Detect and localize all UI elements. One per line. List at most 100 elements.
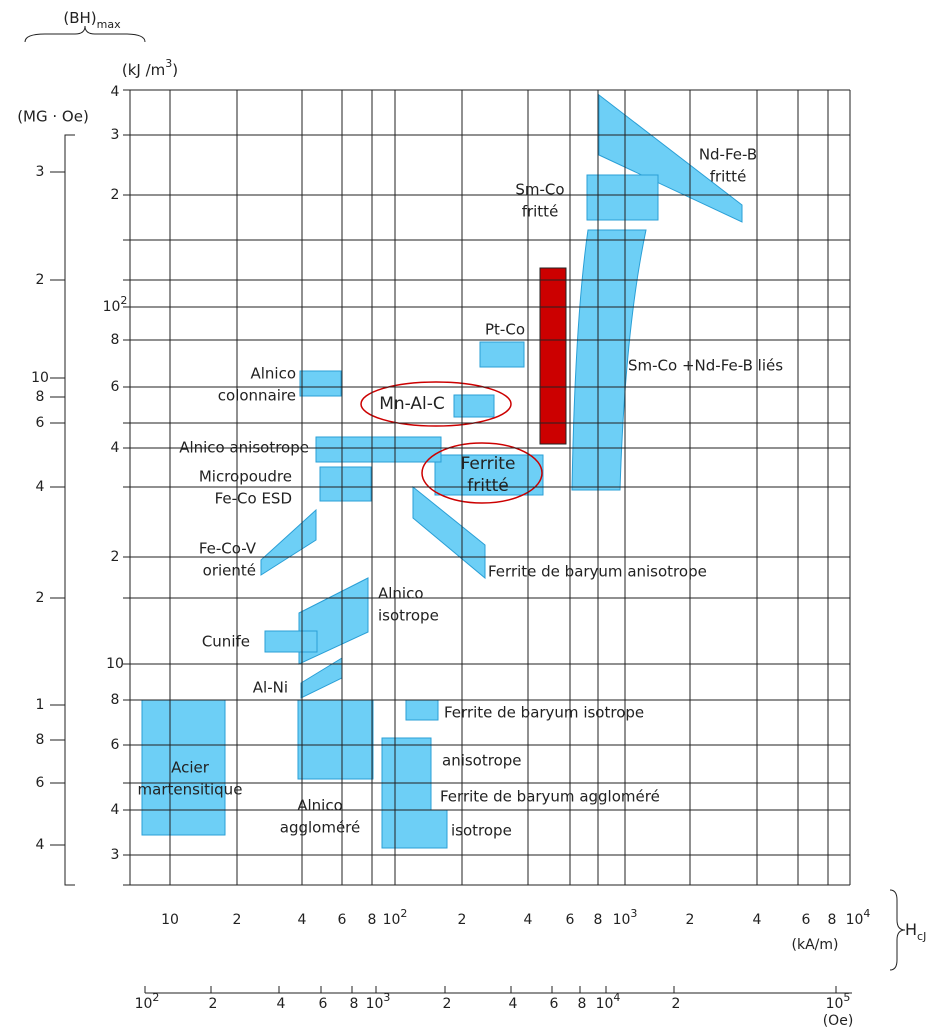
region-label: Micropoudre	[199, 468, 292, 486]
region-label: Alnico	[250, 365, 296, 383]
brace	[889, 889, 906, 971]
x-tick-label: 2	[686, 912, 695, 928]
y-tick-label: 3	[36, 164, 45, 180]
region-label: Cunife	[202, 633, 250, 651]
region-label: isotrope	[378, 607, 439, 625]
region-label: martensitique	[138, 781, 243, 799]
region	[405, 699, 439, 721]
text-part: 2	[400, 907, 407, 920]
text-part: (BH)	[63, 9, 96, 27]
y-tick-label: 6	[36, 775, 45, 791]
axis-label: (BH)max	[63, 9, 121, 31]
region-label: Ferrite	[461, 454, 516, 474]
region-label: Alnico	[297, 797, 343, 815]
y-tick-label: 8	[111, 332, 120, 348]
x-tick-label: 102	[383, 907, 408, 929]
y-tick-label: 2	[111, 549, 120, 565]
highlight	[360, 381, 512, 427]
text-part: 10	[613, 912, 631, 928]
x-tick-label: 104	[596, 991, 621, 1013]
y-tick-label: 4	[36, 479, 45, 495]
y-tick-label: 8	[111, 692, 120, 708]
text-part: 10	[135, 996, 153, 1012]
region-label: anisotrope	[442, 752, 522, 770]
y-tick-label: 6	[111, 379, 120, 395]
region-label: Fe-Co ESD	[215, 490, 292, 508]
text-part: 2	[152, 991, 159, 1004]
region-label: Acier	[171, 759, 210, 777]
region-label: Pt-Co	[485, 321, 525, 339]
y-tick-label: 2	[111, 187, 120, 203]
text-part: (kJ /m	[122, 61, 165, 79]
text-part: max	[97, 18, 121, 31]
region	[381, 809, 448, 849]
x-tick-label: 8	[578, 996, 587, 1012]
x-tick-label: 8	[594, 912, 603, 928]
region-label: Al-Ni	[253, 679, 288, 697]
y-tick-label: 6	[111, 737, 120, 753]
x-tick-label: 2	[672, 996, 681, 1012]
text-part: 10	[383, 912, 401, 928]
x-tick-label: 6	[802, 912, 811, 928]
y-tick-label: 3	[111, 847, 120, 863]
region	[453, 394, 495, 418]
text-part: 10	[826, 996, 844, 1012]
region-label: Mn-Al-C	[379, 394, 445, 414]
region-label: Sm-Co +Nd-Fe-B liés	[628, 357, 783, 375]
region	[571, 229, 647, 491]
y-tick-label: 10	[106, 656, 124, 672]
text-part: 5	[843, 991, 850, 1004]
shapes	[141, 93, 743, 849]
x-tick-label: 4	[524, 912, 533, 928]
region-label: Ferrite de baryum anisotrope	[488, 563, 707, 581]
region	[315, 436, 442, 463]
region-label: Ferrite de baryum isotrope	[444, 704, 644, 722]
y-tick-label: 8	[36, 389, 45, 405]
y-tick-label: 4	[111, 440, 120, 456]
y-tick-label: 4	[36, 837, 45, 853]
region-label: aggloméré	[280, 819, 361, 837]
text-part: )	[172, 61, 178, 79]
x-tick-label: 6	[338, 912, 347, 928]
region	[586, 174, 659, 221]
region	[412, 485, 486, 580]
region-label: Alnico anisotrope	[179, 439, 309, 457]
region	[299, 370, 342, 397]
brace	[24, 25, 146, 43]
text-part: cJ	[917, 930, 926, 943]
y-tick-label: 1	[36, 697, 45, 713]
region-label: Fe-Co-V	[199, 540, 257, 558]
x-tick-label: 6	[319, 996, 328, 1012]
region-label: isotrope	[451, 822, 512, 840]
y-tick-label: 10	[31, 370, 49, 386]
x-tick-label: 6	[566, 912, 575, 928]
x-tick-label: 10	[161, 912, 179, 928]
region	[141, 699, 226, 836]
x-tick-label: 8	[368, 912, 377, 928]
text-part: 3	[383, 991, 390, 1004]
region-label: Nd-Fe-B	[699, 146, 757, 164]
x-tick-label: 103	[613, 907, 638, 929]
region	[319, 466, 372, 502]
x-tick-label: 2	[443, 996, 452, 1012]
region-label: fritté	[522, 203, 559, 221]
region-label: fritté	[710, 168, 747, 186]
y-tick-label: 2	[36, 590, 45, 606]
y-tick-label: 2	[36, 272, 45, 288]
x-tick-label: 104	[846, 907, 871, 929]
x-tick-label: 4	[298, 912, 307, 928]
region	[434, 454, 544, 496]
y-tick-label: 3	[111, 127, 120, 143]
y-tick-label: 102	[103, 294, 128, 316]
x-tick-label: 4	[509, 996, 518, 1012]
region	[297, 699, 374, 780]
x-tick-label: 8	[828, 912, 837, 928]
region-label: Alnico	[378, 585, 424, 603]
x-tick-label: 6	[550, 996, 559, 1012]
text-part: 3	[630, 907, 637, 920]
x-tick-label: 105	[826, 991, 851, 1013]
x-tick-label: 2	[209, 996, 218, 1012]
text-part: 2	[120, 294, 127, 307]
axis-unit: (kA/m)	[792, 937, 839, 953]
